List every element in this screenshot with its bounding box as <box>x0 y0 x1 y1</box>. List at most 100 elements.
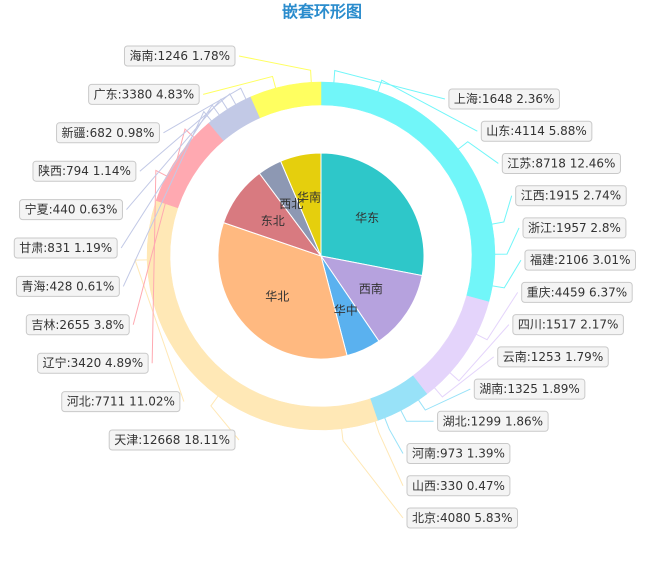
label-text-11: 河南:973 1.39% <box>412 446 505 461</box>
inner-slice-label-0: 华东 <box>355 211 379 225</box>
outer-labels: 上海:1648 2.36% 山东:4114 5.88% 江苏:8718 12.46%… <box>13 45 636 529</box>
leader-line-0 <box>333 69 446 100</box>
leader-line-13 <box>341 428 404 519</box>
outer-slice-2[interactable] <box>395 104 489 217</box>
inner-slice-1[interactable] <box>319 255 423 342</box>
label-text-21: 陕西:794 1.14% <box>38 163 131 178</box>
label-box-22 <box>56 122 160 144</box>
inner-slice-6[interactable] <box>280 152 322 257</box>
outer-slice-23[interactable] <box>250 82 305 119</box>
label-text-23: 广东:3380 4.83% <box>94 87 195 101</box>
outer-slice-label-0: 上海:1648 2.36% <box>448 88 560 110</box>
label-text-9: 湖南:1325 1.89% <box>479 381 580 396</box>
label-box-4 <box>522 217 627 239</box>
label-box-11 <box>406 443 511 465</box>
label-text-19: 甘肃:831 1.19% <box>19 241 112 255</box>
label-box-16 <box>37 352 149 374</box>
label-text-12: 山西:330 0.47% <box>412 479 505 493</box>
outer-ring <box>146 81 496 431</box>
outer-slice-label-3: 江西:1915 2.74% <box>515 185 627 207</box>
inner-pie <box>217 152 425 360</box>
outer-slice-label-6: 重庆:4459 6.37% <box>521 281 633 303</box>
outer-slice-3[interactable] <box>466 209 495 242</box>
outer-slice-15[interactable] <box>146 200 181 319</box>
outer-slice-label-19: 甘肃:831 1.19% <box>13 237 118 259</box>
label-text-24: 海南:1246 1.78% <box>129 48 230 63</box>
label-box-24 <box>123 45 236 67</box>
label-box-9 <box>473 378 586 400</box>
label-box-2 <box>501 152 621 174</box>
outer-slice-1[interactable] <box>342 83 408 126</box>
outer-slice-label-2: 江苏:8718 12.46% <box>501 152 621 174</box>
label-text-6: 重庆:4459 6.37% <box>527 285 628 299</box>
label-box-15 <box>61 391 181 413</box>
leader-lines <box>120 55 522 519</box>
label-text-14: 天津:12668 18.11% <box>114 433 230 447</box>
label-box-23 <box>88 83 200 105</box>
label-box-3 <box>515 185 627 207</box>
outer-slice-label-21: 陕西:794 1.14% <box>32 160 137 182</box>
outer-slice-label-14: 天津:12668 18.11% <box>108 429 236 451</box>
outer-slice-0[interactable] <box>320 81 347 107</box>
label-box-5 <box>524 249 636 271</box>
leader-line-10 <box>400 410 434 422</box>
leader-line-5 <box>492 259 522 289</box>
outer-slice-label-20: 宁夏:440 0.63% <box>19 199 123 221</box>
leader-line-1 <box>377 79 478 132</box>
inner-slice-label-2: 华中 <box>334 302 358 317</box>
label-box-12 <box>406 475 511 497</box>
inner-slice-label-6: 华南 <box>297 189 321 204</box>
label-text-7: 四川:1517 2.17% <box>518 318 619 332</box>
outer-slice-label-15: 河北:7711 11.02% <box>61 391 181 413</box>
leader-line-6 <box>476 292 519 341</box>
outer-slice-label-13: 北京:4080 5.83% <box>406 507 519 529</box>
outer-slice-label-11: 河南:973 1.39% <box>406 443 511 465</box>
inner-slice-label-5: 西北 <box>279 197 303 211</box>
leader-line-24 <box>238 55 312 83</box>
outer-slice-label-9: 湖南:1325 1.89% <box>473 378 586 400</box>
outer-slice-label-16: 辽宁:3420 4.89% <box>37 352 149 374</box>
label-text-17: 吉林:2655 3.8% <box>31 318 124 332</box>
outer-slice-label-5: 福建:2106 3.01% <box>524 249 636 271</box>
label-box-13 <box>406 507 519 529</box>
leader-line-8 <box>434 356 495 398</box>
label-text-15: 河北:7711 11.02% <box>67 395 175 409</box>
outer-slice-6[interactable] <box>439 295 490 365</box>
leader-line-22 <box>163 87 247 134</box>
leader-line-2 <box>457 141 499 164</box>
label-text-20: 宁夏:440 0.63% <box>25 202 118 217</box>
label-text-13: 北京:4080 5.83% <box>412 511 513 525</box>
outer-slice-label-12: 山西:330 0.47% <box>406 475 511 497</box>
label-box-14 <box>108 429 236 451</box>
inner-slice-3[interactable] <box>217 222 348 360</box>
outer-slice-label-10: 湖北:1299 1.86% <box>437 410 549 432</box>
outer-slice-label-7: 四川:1517 2.17% <box>512 314 624 336</box>
outer-slice-label-18: 青海:428 0.61% <box>15 275 120 297</box>
outer-slice-24[interactable] <box>301 81 322 107</box>
label-box-21 <box>32 160 137 182</box>
label-text-22: 新疆:682 0.98% <box>62 125 155 140</box>
leader-line-11 <box>384 417 404 454</box>
outer-slice-label-8: 云南:1253 1.79% <box>497 346 609 368</box>
outer-slice-label-4: 浙江:1957 2.8% <box>522 217 627 239</box>
leader-line-16 <box>151 169 167 364</box>
label-box-20 <box>19 199 123 221</box>
inner-slice-label-3: 华北 <box>265 290 289 304</box>
label-box-18 <box>15 275 120 297</box>
label-box-7 <box>512 314 624 336</box>
inner-slice-0[interactable] <box>320 152 425 277</box>
label-text-16: 辽宁:3420 4.89% <box>43 355 144 370</box>
label-box-0 <box>448 88 560 110</box>
outer-slice-13[interactable] <box>309 399 374 431</box>
outer-slice-label-23: 广东:3380 4.83% <box>88 83 200 105</box>
leader-line-7 <box>449 324 510 382</box>
label-text-10: 湖北:1299 1.86% <box>443 413 544 428</box>
outer-slice-4[interactable] <box>471 238 496 270</box>
outer-slice-label-17: 吉林:2655 3.8% <box>25 314 130 336</box>
label-box-1 <box>480 120 593 142</box>
leader-line-21 <box>139 93 237 172</box>
outer-slice-label-24: 海南:1246 1.78% <box>123 45 236 67</box>
leader-line-9 <box>418 388 471 411</box>
